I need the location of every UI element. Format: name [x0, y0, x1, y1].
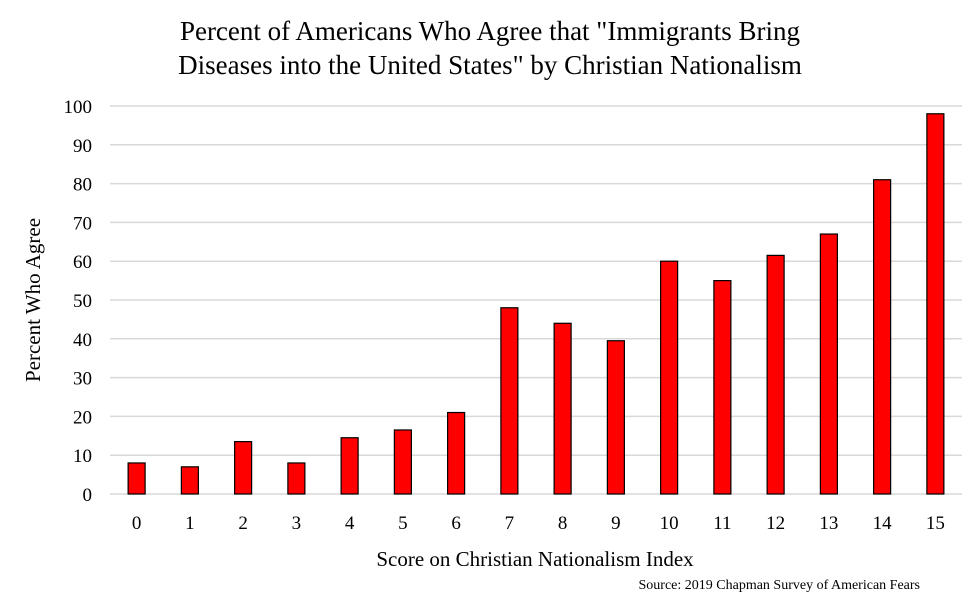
bar-2 [234, 441, 253, 495]
x-tick-label: 0 [132, 513, 142, 534]
bar-7 [500, 307, 519, 495]
y-tick-label: 30 [73, 369, 92, 390]
y-tick-label: 20 [73, 407, 92, 428]
y-tick-label: 40 [73, 330, 92, 351]
x-tick-label: 8 [558, 513, 568, 534]
x-axis-title: Score on Christian Nationalism Index [376, 547, 694, 571]
x-tick-label: 2 [238, 513, 248, 534]
bar-9 [606, 340, 625, 495]
x-tick-label: 9 [611, 513, 621, 534]
bar-1 [180, 466, 199, 495]
y-tick-label: 10 [73, 446, 92, 467]
x-tick-label: 6 [451, 513, 461, 534]
chart-source-note: Source: 2019 Chapman Survey of American … [638, 578, 921, 593]
y-axis-title: Percent Who Agree [21, 218, 45, 382]
y-tick-label: 80 [73, 175, 92, 196]
y-tick-labels: 0 10 20 30 40 50 60 70 80 90 100 [64, 97, 93, 506]
y-tick-label: 60 [73, 252, 92, 273]
bar-5 [393, 429, 412, 495]
y-tick-label: 100 [64, 97, 93, 118]
x-tick-label: 14 [873, 513, 893, 534]
x-tick-label: 12 [766, 513, 785, 534]
x-tick-label: 1 [185, 513, 195, 534]
y-tick-label: 90 [73, 136, 92, 157]
x-tick-label: 5 [398, 513, 408, 534]
bar-3 [287, 462, 306, 495]
x-tick-labels: 0 1 2 3 4 5 6 7 8 9 10 11 12 13 14 15 [132, 513, 945, 534]
x-tick-label: 13 [819, 513, 838, 534]
x-tick-label: 11 [713, 513, 731, 534]
bar-13 [819, 233, 838, 495]
bar-0 [127, 462, 146, 495]
bar-6 [447, 411, 466, 495]
x-tick-label: 3 [292, 513, 302, 534]
bar-12 [766, 254, 785, 495]
bars [127, 113, 945, 495]
x-tick-label: 15 [926, 513, 945, 534]
bar-8 [553, 322, 572, 495]
chart-title-line-1: Percent of Americans Who Agree that "Imm… [179, 16, 801, 46]
bar-15 [926, 113, 945, 495]
y-tick-label: 70 [73, 213, 92, 234]
chart-title: Percent of Americans Who Agree that "Imm… [0, 14, 980, 82]
chart-title-line-2: Diseases into the United States" by Chri… [178, 50, 802, 80]
x-tick-label: 4 [345, 513, 355, 534]
bar-10 [660, 260, 679, 495]
y-tick-label: 0 [83, 485, 93, 506]
bar-4 [340, 437, 359, 495]
bar-11 [713, 280, 732, 495]
x-tick-label: 7 [505, 513, 515, 534]
y-tick-label: 50 [73, 291, 92, 312]
x-tick-label: 10 [660, 513, 679, 534]
bar-14 [873, 179, 892, 495]
